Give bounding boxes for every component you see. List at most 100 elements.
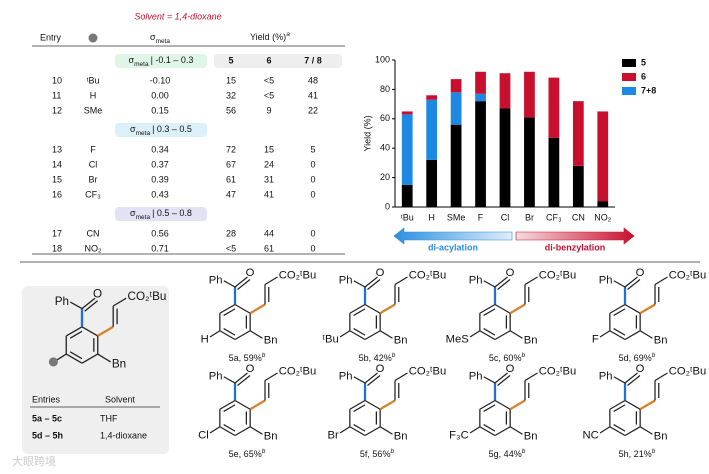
caption-text: 5d, 69% xyxy=(619,353,652,363)
table-cell: 14 xyxy=(52,159,62,169)
bond xyxy=(65,353,83,364)
bond xyxy=(613,424,626,432)
bond xyxy=(494,426,511,437)
table-cell: <5 xyxy=(226,243,236,253)
bond xyxy=(639,426,653,435)
label-bn: Bn xyxy=(264,431,278,443)
label-ester: CO₂ᵗBu xyxy=(539,366,576,378)
watermark: 大眼跨境 xyxy=(12,454,56,468)
substituent: Cl xyxy=(198,429,209,441)
table-cell: 67 xyxy=(226,159,236,169)
bond xyxy=(609,426,626,437)
x-tick-label: F xyxy=(478,212,484,222)
key-box xyxy=(22,286,169,454)
table-cell: 24 xyxy=(264,159,274,169)
bond xyxy=(394,276,408,286)
bond xyxy=(264,372,278,382)
table-cell: 11 xyxy=(52,90,61,100)
table-cell: 10 xyxy=(52,75,62,85)
table-cell: CF₃ xyxy=(85,189,101,199)
x-tick-label: H xyxy=(428,212,435,222)
bond xyxy=(609,399,626,410)
bond xyxy=(249,330,263,339)
table-cell: 9 xyxy=(266,105,271,115)
arrow-label: di-acylation xyxy=(428,242,478,252)
bar-segment xyxy=(401,184,413,207)
label-o: O xyxy=(376,363,385,375)
bond xyxy=(219,399,236,410)
arrow-label: di-benzylation xyxy=(545,242,606,252)
table-cell: 15 xyxy=(226,75,236,85)
bond xyxy=(494,372,508,384)
table-cell: 0 xyxy=(310,189,315,199)
table-cell: 32 xyxy=(226,90,236,100)
caption-note: b xyxy=(522,448,526,455)
range: | 0.5 – 0.8 xyxy=(152,208,192,218)
table-cell: 18 xyxy=(52,243,62,253)
sigma-range: σmeta | 0.5 – 0.8 xyxy=(130,208,192,220)
molecule: Ph O CO₂ᵗBu Bn NC xyxy=(583,363,707,443)
bond xyxy=(469,330,481,338)
table-cell: H xyxy=(90,90,97,100)
bond xyxy=(624,399,641,410)
substituent: F₃C xyxy=(449,429,469,441)
bond xyxy=(97,325,114,337)
molecule: Ph O CO₂ᵗBu Bn Br xyxy=(328,363,447,443)
bond xyxy=(624,276,638,288)
label-ph: Ph xyxy=(599,371,613,383)
bond xyxy=(509,330,523,339)
label-bn: Bn xyxy=(264,335,278,347)
bond xyxy=(624,303,641,314)
bond xyxy=(97,353,111,363)
sigma-range-band xyxy=(115,123,207,137)
table-cell: 0.71 xyxy=(151,243,169,253)
table-cell: 0.34 xyxy=(151,144,169,154)
label-bn: Bn xyxy=(654,335,668,347)
bond xyxy=(639,303,656,315)
key-header: Solvent xyxy=(105,394,136,404)
x-tick-label: SMe xyxy=(447,212,466,222)
bond xyxy=(367,375,381,386)
label-bn: Bn xyxy=(654,431,668,443)
bond xyxy=(479,330,496,341)
bar-segment xyxy=(401,114,413,185)
caption-text: 5c, 60% xyxy=(489,353,522,363)
bond xyxy=(249,399,266,411)
table-cell: 22 xyxy=(308,105,318,115)
bond xyxy=(364,276,378,288)
y-tick-label: 60 xyxy=(380,113,390,123)
caption: 5h, 21%b xyxy=(619,448,656,460)
sigma-range-band xyxy=(115,207,207,221)
bond xyxy=(509,303,526,315)
table-cell: <5 xyxy=(264,90,274,100)
bar-segment xyxy=(572,165,584,207)
table-cell: CN xyxy=(87,228,100,238)
bond xyxy=(497,375,511,386)
bond xyxy=(509,399,526,411)
label-o: O xyxy=(506,267,515,279)
caption-text: 5h, 21% xyxy=(619,449,652,459)
caption-note: b xyxy=(652,448,656,455)
bond xyxy=(81,297,96,310)
bond xyxy=(379,330,393,339)
subheader-band xyxy=(214,54,342,68)
bond xyxy=(234,276,248,288)
label-o: O xyxy=(636,363,645,375)
bond xyxy=(494,276,508,288)
substituent: ᵗBu xyxy=(323,333,339,345)
header-yield: Yield (%)a xyxy=(250,31,290,43)
bond xyxy=(624,426,641,437)
bar-segment xyxy=(524,117,535,207)
bond xyxy=(219,303,236,314)
table-cell: 44 xyxy=(264,228,274,238)
table-title: Solvent = 1,4-dioxane xyxy=(134,11,221,21)
bond xyxy=(654,372,668,382)
table-cell: 61 xyxy=(264,243,274,253)
bar-segment xyxy=(450,124,462,207)
label-ester: CO₂ᵗBu xyxy=(279,366,316,378)
table-cell: 0.00 xyxy=(151,90,169,100)
bond xyxy=(349,399,366,410)
bond xyxy=(609,303,626,314)
table-cell: F xyxy=(90,144,96,154)
bond xyxy=(249,426,263,435)
